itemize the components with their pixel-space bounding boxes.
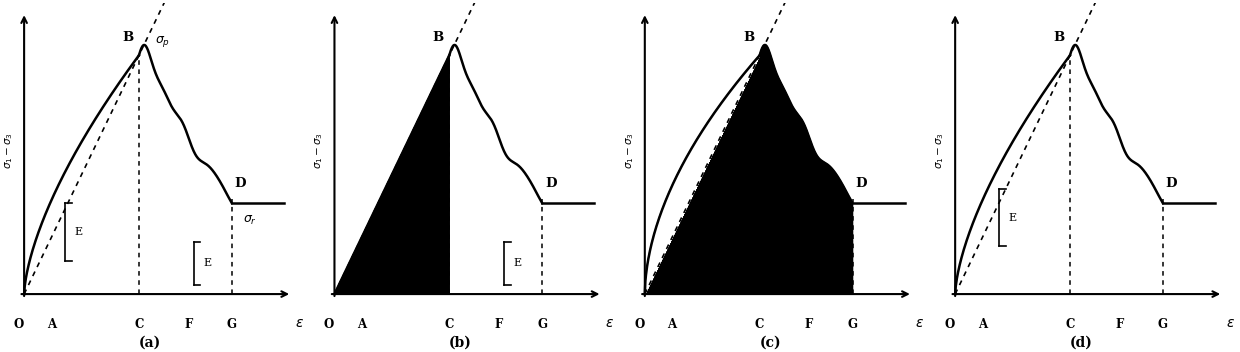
Text: D: D xyxy=(234,177,246,190)
Text: A: A xyxy=(667,318,677,331)
Text: F: F xyxy=(1115,318,1123,331)
Text: G: G xyxy=(227,318,237,331)
Text: (b): (b) xyxy=(449,336,471,350)
Text: G: G xyxy=(848,318,858,331)
Text: $\sigma_1-\sigma_3$: $\sigma_1-\sigma_3$ xyxy=(624,132,636,169)
Text: E: E xyxy=(74,227,83,237)
Polygon shape xyxy=(645,45,853,294)
Text: B: B xyxy=(743,31,754,44)
Text: C: C xyxy=(134,318,144,331)
Text: D: D xyxy=(1166,177,1177,190)
Text: E: E xyxy=(1008,213,1017,223)
Text: E: E xyxy=(823,258,832,268)
Text: A: A xyxy=(357,318,366,331)
Text: (a): (a) xyxy=(139,336,161,350)
Text: D: D xyxy=(544,177,557,190)
Text: G: G xyxy=(537,318,547,331)
Text: A: A xyxy=(47,318,56,331)
Text: $\sigma_p$: $\sigma_p$ xyxy=(155,34,170,50)
Text: B: B xyxy=(1054,31,1065,44)
Text: A: A xyxy=(978,318,987,331)
Text: $\sigma_1-\sigma_3$: $\sigma_1-\sigma_3$ xyxy=(934,132,946,169)
Text: O: O xyxy=(324,318,334,331)
Text: C: C xyxy=(445,318,454,331)
Text: G: G xyxy=(1158,318,1168,331)
Text: F: F xyxy=(805,318,813,331)
Text: C: C xyxy=(755,318,764,331)
Text: $\varepsilon$: $\varepsilon$ xyxy=(1226,315,1235,329)
Polygon shape xyxy=(645,55,760,294)
Text: D: D xyxy=(856,177,867,190)
Text: $\sigma_r$: $\sigma_r$ xyxy=(243,213,257,227)
Text: $\sigma_1-\sigma_3$: $\sigma_1-\sigma_3$ xyxy=(314,132,325,169)
Text: O: O xyxy=(634,318,645,331)
Text: B: B xyxy=(123,31,134,44)
Text: $\varepsilon$: $\varepsilon$ xyxy=(295,315,304,329)
Text: O: O xyxy=(14,318,24,331)
Text: C: C xyxy=(1065,318,1075,331)
Text: $\varepsilon$: $\varepsilon$ xyxy=(605,315,614,329)
Text: F: F xyxy=(184,318,192,331)
Text: O: O xyxy=(945,318,955,331)
Text: F: F xyxy=(495,318,502,331)
Text: $\sigma_1-\sigma_3$: $\sigma_1-\sigma_3$ xyxy=(4,132,15,169)
Text: B: B xyxy=(433,31,444,44)
Text: E: E xyxy=(513,258,522,268)
Text: $\varepsilon$: $\varepsilon$ xyxy=(915,315,925,329)
Text: E: E xyxy=(203,258,211,268)
Text: (c): (c) xyxy=(760,336,781,350)
Text: (d): (d) xyxy=(1069,336,1092,350)
Polygon shape xyxy=(335,55,449,294)
